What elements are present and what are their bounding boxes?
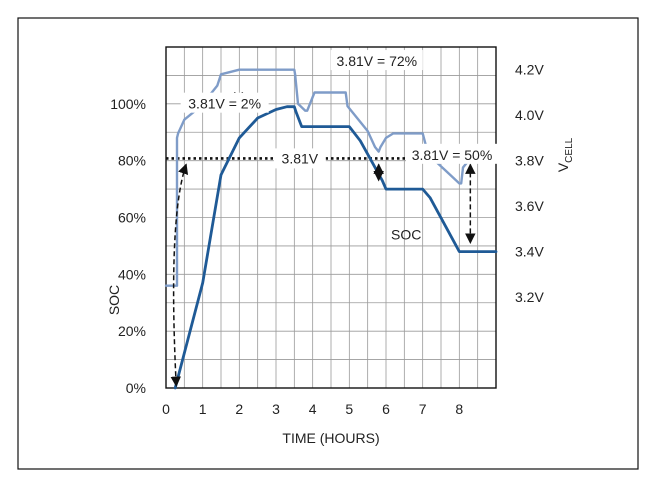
left-y-tick-label: 20% (118, 323, 146, 339)
threshold-label: 3.81V (282, 150, 319, 166)
plot-area (165, 46, 497, 389)
right-y-tick-label: 3.8V (515, 153, 544, 169)
right-axis-title: VCELL (555, 137, 575, 172)
right-axis-title-sub: CELL (564, 137, 575, 162)
left-y-tick-label: 100% (110, 96, 146, 112)
x-tick-label: 7 (419, 401, 427, 417)
right-y-tick-label: 3.6V (515, 198, 544, 214)
threshold-label-background (273, 148, 326, 169)
right-y-tick-label: 4.2V (515, 62, 544, 78)
right-y-tick-label: 3.4V (515, 244, 544, 260)
x-tick-label: 1 (199, 401, 207, 417)
right-y-tick-label: 4.0V (515, 107, 544, 123)
x-tick-label: 3 (272, 401, 280, 417)
x-tick-label: 8 (455, 401, 463, 417)
x-axis-title: TIME (HOURS) (282, 430, 379, 446)
annotation-label-2pct: 3.81V = 2% (188, 96, 261, 112)
annotation-label-background (180, 92, 269, 113)
series-line-soc (173, 105, 498, 390)
left-y-tick-label: 60% (118, 210, 146, 226)
annotation-layer: 3.81V = 2% 3.81V = 72% 3.81V = 50% (170, 50, 498, 388)
annotation-label-background (406, 143, 498, 164)
right-y-tick-label: 3.2V (515, 289, 544, 305)
annotation-label-1: 3.81V = 72% (337, 53, 418, 69)
annotation-arrow-2pct (170, 163, 189, 388)
left-y-tick-label: 40% (118, 266, 146, 282)
annotation-label-background (330, 50, 423, 71)
tick-labels: 0 1 2 3 4 5 6 7 80%20%40%60%80%100%3.2V3.4V3.6V3… (110, 62, 544, 417)
x-tick-label: 2 (235, 401, 243, 417)
annotation-label-2: 3.81V = 50% (412, 147, 493, 163)
x-tick-label: 5 (345, 401, 353, 417)
left-y-tick-label: 0% (126, 380, 146, 396)
x-tick-label: 0 (162, 401, 170, 417)
left-axis-title: SOC (106, 285, 122, 315)
right-axis-title-main: V (555, 162, 571, 172)
figure-frame (17, 17, 639, 470)
x-tick-label: 4 (309, 401, 317, 417)
left-y-tick-label: 80% (118, 153, 146, 169)
x-tick-label: 6 (382, 401, 390, 417)
series-label-soc: SOC (391, 227, 421, 243)
